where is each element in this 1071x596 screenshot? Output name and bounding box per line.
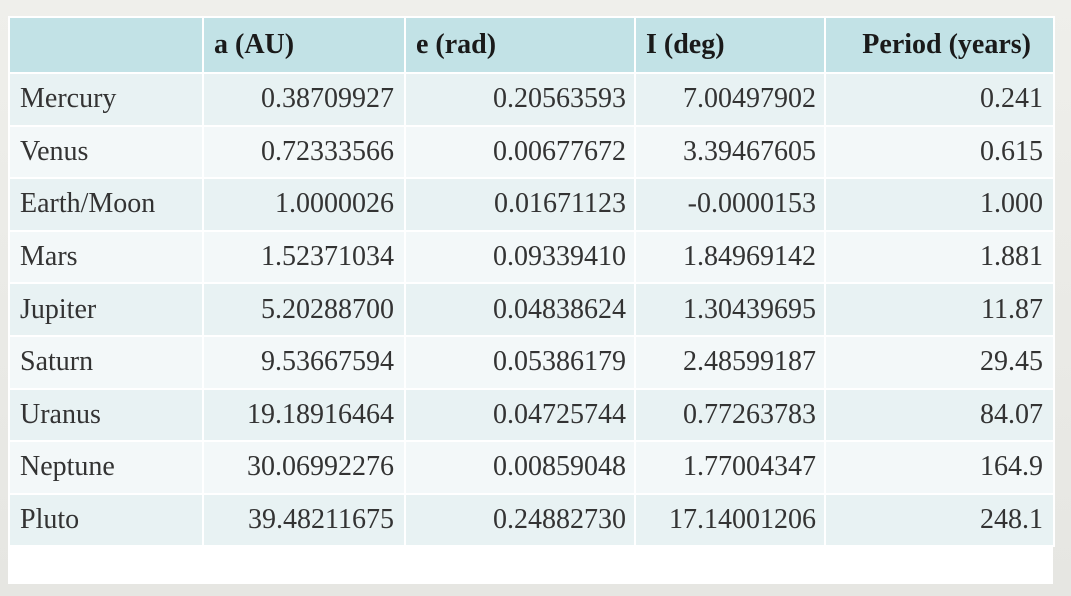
header-cell-eccentricity: e (rad) <box>404 16 636 74</box>
cell-semi-major-axis: 0.72333566 <box>202 124 406 180</box>
cell-planet-name: Jupiter <box>8 282 204 337</box>
cell-eccentricity: 0.04725744 <box>404 387 636 443</box>
cell-semi-major-axis: 19.18916464 <box>202 387 406 443</box>
table-row: Mercury 0.38709927 0.20563593 7.00497902 0.2… <box>8 72 1055 127</box>
table-body: Mercury 0.38709927 0.20563593 7.00497902 0.2… <box>8 72 1055 548</box>
cell-inclination: 3.39467605 <box>634 124 826 180</box>
cell-period: 84.07 <box>824 387 1055 443</box>
cell-planet-name: Earth/Moon <box>8 177 204 232</box>
table-row: Venus 0.72333566 0.00677672 3.39467605 0.615 <box>8 124 1055 180</box>
table-header: a (AU) e (rad) I (deg) Period (years) <box>8 16 1055 74</box>
cell-inclination: 0.77263783 <box>634 387 826 443</box>
header-row: a (AU) e (rad) I (deg) Period (years) <box>8 16 1055 74</box>
cell-inclination: 1.30439695 <box>634 282 826 337</box>
cell-planet-name: Mars <box>8 229 204 285</box>
cell-eccentricity: 0.05386179 <box>404 334 636 390</box>
cell-period: 1.000 <box>824 177 1055 232</box>
header-cell-semi-major-axis: a (AU) <box>202 16 406 74</box>
cell-planet-name: Neptune <box>8 440 204 495</box>
table-row: Neptune 30.06992276 0.00859048 1.77004347 16… <box>8 440 1055 495</box>
cell-eccentricity: 0.04838624 <box>404 282 636 337</box>
cell-planet-name: Saturn <box>8 334 204 390</box>
cell-inclination: 2.48599187 <box>634 334 826 390</box>
cell-semi-major-axis: 39.48211675 <box>202 492 406 548</box>
cell-semi-major-axis: 5.20288700 <box>202 282 406 337</box>
cell-period: 248.1 <box>824 492 1055 548</box>
cell-period: 0.615 <box>824 124 1055 180</box>
cell-planet-name: Uranus <box>8 387 204 443</box>
cell-inclination: 17.14001206 <box>634 492 826 548</box>
cell-semi-major-axis: 1.52371034 <box>202 229 406 285</box>
header-cell-period: Period (years) <box>824 16 1055 74</box>
orbital-elements-table: a (AU) e (rad) I (deg) Period (years) Me… <box>8 16 1055 548</box>
header-cell-name <box>8 16 204 74</box>
cell-semi-major-axis: 30.06992276 <box>202 440 406 495</box>
table-row: Mars 1.52371034 0.09339410 1.84969142 1.881 <box>8 229 1055 285</box>
cell-period: 29.45 <box>824 334 1055 390</box>
cell-period: 0.241 <box>824 72 1055 127</box>
cell-eccentricity: 0.20563593 <box>404 72 636 127</box>
orbital-elements-table-container: a (AU) e (rad) I (deg) Period (years) Me… <box>8 16 1055 584</box>
cell-semi-major-axis: 9.53667594 <box>202 334 406 390</box>
table-row: Pluto 39.48211675 0.24882730 17.14001206 248… <box>8 492 1055 548</box>
cell-period: 11.87 <box>824 282 1055 337</box>
cell-semi-major-axis: 1.0000026 <box>202 177 406 232</box>
cell-period: 1.881 <box>824 229 1055 285</box>
cell-inclination: 1.77004347 <box>634 440 826 495</box>
table-row: Uranus 19.18916464 0.04725744 0.77263783 84.… <box>8 387 1055 443</box>
cell-eccentricity: 0.24882730 <box>404 492 636 548</box>
table-row: Saturn 9.53667594 0.05386179 2.48599187 29.4… <box>8 334 1055 390</box>
cell-semi-major-axis: 0.38709927 <box>202 72 406 127</box>
cell-eccentricity: 0.01671123 <box>404 177 636 232</box>
cell-eccentricity: 0.00859048 <box>404 440 636 495</box>
cell-inclination: 7.00497902 <box>634 72 826 127</box>
table-row: Earth/Moon 1.0000026 0.01671123 -0.0000153 1… <box>8 177 1055 232</box>
cell-eccentricity: 0.00677672 <box>404 124 636 180</box>
cell-inclination: 1.84969142 <box>634 229 826 285</box>
cell-inclination: -0.0000153 <box>634 177 826 232</box>
cell-planet-name: Mercury <box>8 72 204 127</box>
cell-period: 164.9 <box>824 440 1055 495</box>
table-row: Jupiter 5.20288700 0.04838624 1.30439695 11.… <box>8 282 1055 337</box>
header-cell-inclination: I (deg) <box>634 16 826 74</box>
cell-planet-name: Pluto <box>8 492 204 548</box>
cell-eccentricity: 0.09339410 <box>404 229 636 285</box>
cell-planet-name: Venus <box>8 124 204 180</box>
